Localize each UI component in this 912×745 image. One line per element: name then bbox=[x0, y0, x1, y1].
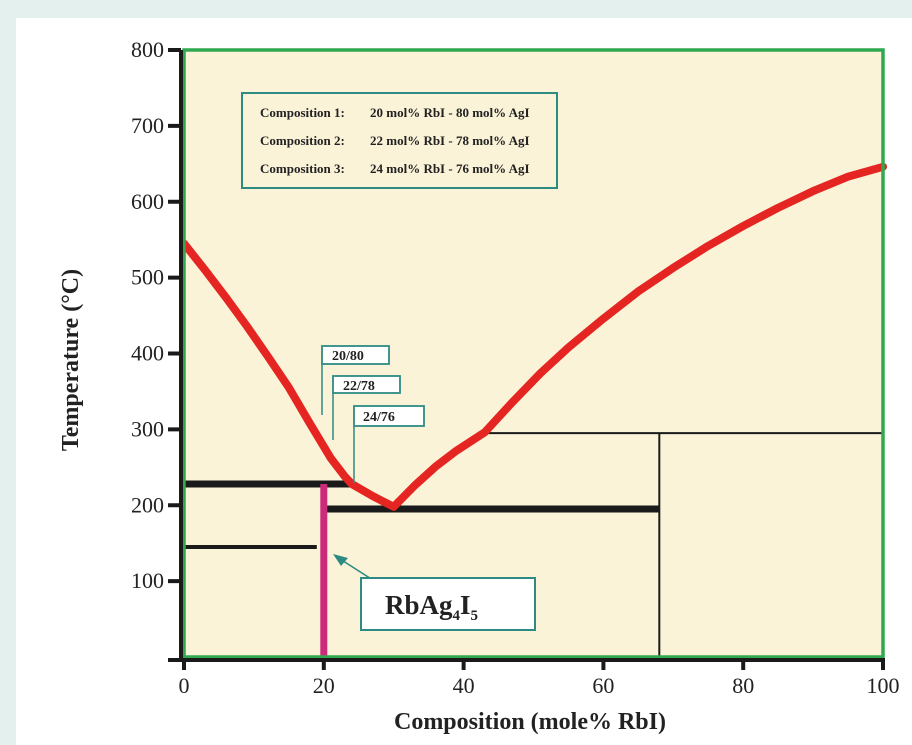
y-tick-label-700: 700 bbox=[131, 113, 164, 138]
phase-lines bbox=[184, 432, 883, 657]
rbag4i5-label-box bbox=[360, 577, 536, 631]
x-tick-label-60: 60 bbox=[592, 673, 614, 698]
callout-label-20-80: 20/80 bbox=[332, 349, 364, 364]
legend-entry-2-label: Composition 2: bbox=[260, 133, 345, 148]
y-tick-label-100: 100 bbox=[131, 568, 164, 593]
legend-entry-3-value: 24 mol% RbI - 76 mol% AgI bbox=[370, 161, 530, 176]
y-tick-label-400: 400 bbox=[131, 341, 164, 366]
legend-entry-1-label: Composition 1: bbox=[260, 105, 345, 120]
axes: 100 200 300 400 500 600 700 800 0 20 40 60 80 100 bbox=[131, 37, 900, 698]
x-tick-label-100: 100 bbox=[867, 673, 900, 698]
rbag4i5-label-group: RbAg4I5 bbox=[333, 554, 536, 631]
liquidus-curve bbox=[180, 162, 887, 511]
rbag4i5-label: RbAg4I5 bbox=[385, 590, 478, 624]
callout-box-22-78 bbox=[332, 375, 401, 394]
composition-callouts: 20/80 22/78 24/76 bbox=[321, 345, 425, 483]
callout-label-24-76: 24/76 bbox=[363, 410, 395, 425]
y-tick-label-800: 800 bbox=[131, 37, 164, 62]
rbag4i5-label-sub2: 5 bbox=[471, 608, 479, 624]
x-tick-label-80: 80 bbox=[732, 673, 754, 698]
y-axis-title: Temperature (°C) bbox=[58, 269, 84, 451]
y-tick-label-300: 300 bbox=[131, 416, 164, 441]
rbag4i5-arrow-head bbox=[333, 554, 348, 566]
rbag4i5-label-sub1: 4 bbox=[453, 608, 461, 624]
x-tick-label-40: 40 bbox=[453, 673, 475, 698]
y-tick-label-500: 500 bbox=[131, 265, 164, 290]
legend-box bbox=[241, 92, 558, 189]
plot-border bbox=[182, 48, 885, 659]
x-tick-label-20: 20 bbox=[313, 673, 335, 698]
rbag4i5-label-main: RbAg bbox=[385, 590, 453, 620]
x-tick-label-0: 0 bbox=[179, 673, 190, 698]
callout-box-24-76 bbox=[353, 405, 425, 427]
rbag4i5-label-mid: I bbox=[460, 590, 471, 620]
liquidus-curve-group bbox=[180, 162, 887, 511]
y-tick-label-600: 600 bbox=[131, 189, 164, 214]
callout-box-20-80 bbox=[321, 345, 390, 365]
legend-entry-3-label: Composition 3: bbox=[260, 161, 345, 176]
legend-entry-1-value: 20 mol% RbI - 80 mol% AgI bbox=[370, 105, 530, 120]
y-tick-label-200: 200 bbox=[131, 492, 164, 517]
callout-label-22-78: 22/78 bbox=[343, 379, 375, 394]
x-axis-title: Composition (mole% RbI) bbox=[394, 709, 666, 735]
legend: Composition 1: 20 mol% RbI - 80 mol% AgI… bbox=[241, 92, 558, 189]
legend-entry-2-value: 22 mol% RbI - 78 mol% AgI bbox=[370, 133, 530, 148]
